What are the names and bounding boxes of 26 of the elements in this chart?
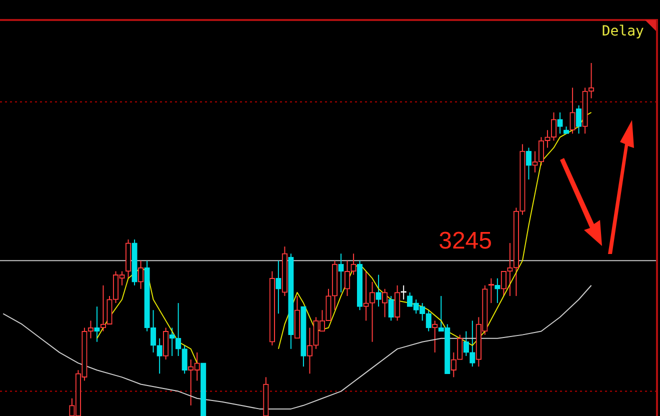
candlestick: [470, 320, 476, 368]
candlestick: [138, 260, 144, 290]
annotation: 3245: [438, 228, 492, 255]
candlestick: [494, 278, 500, 304]
text: Delay: [602, 24, 644, 40]
candlestick: [570, 87, 576, 134]
candlestick: [162, 327, 169, 360]
candlestick: [576, 104, 582, 134]
candlestick: [557, 112, 563, 134]
candlestick: [388, 295, 394, 322]
candlestick: [369, 281, 376, 342]
candlestick: [526, 147, 532, 180]
candlestick: [400, 284, 406, 300]
candlestick: [376, 274, 382, 308]
candlestick: [182, 344, 188, 374]
candlestick: [94, 306, 100, 342]
candlestick: [457, 334, 463, 360]
candlestick: [363, 270, 369, 322]
candlestick: [382, 288, 388, 318]
candlestick: [156, 338, 162, 374]
candlestick: [338, 253, 344, 293]
candlestick: [276, 260, 282, 314]
candlestick: [463, 330, 469, 356]
candlestick: [306, 327, 313, 374]
candlestick: [394, 284, 400, 322]
candlestick: [450, 352, 456, 378]
